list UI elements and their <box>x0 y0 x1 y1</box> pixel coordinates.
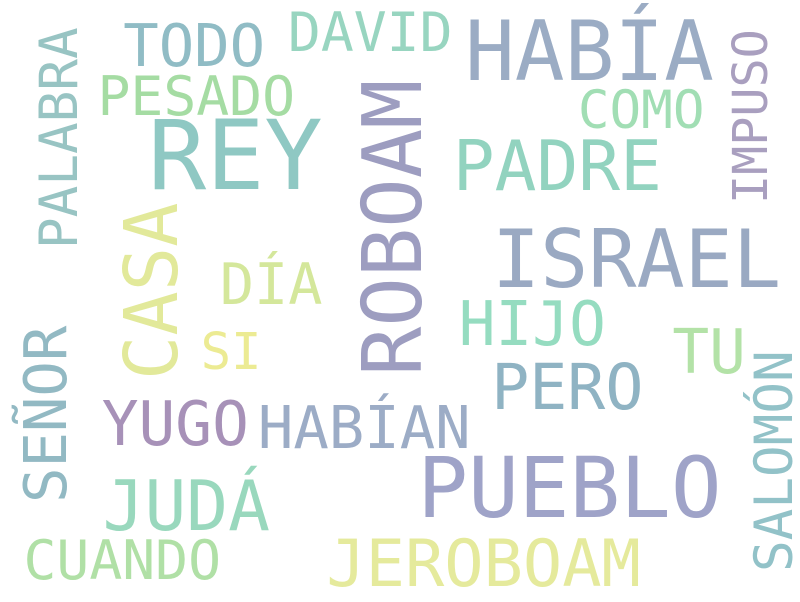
word-pueblo: PUEBLO <box>417 438 722 537</box>
word-salomon: SALOMÓN <box>743 349 800 572</box>
word-rey: REY <box>148 98 323 212</box>
word-tu: TU <box>672 317 746 389</box>
word-como: COMO <box>577 79 705 141</box>
word-hijo: HIJO <box>458 289 606 361</box>
word-habian: HABÍAN <box>257 392 471 462</box>
word-palabra: PALABRA <box>28 26 90 249</box>
word-jeroboam: JEROBOAM <box>326 526 641 602</box>
word-impuso: IMPUSO <box>722 29 779 205</box>
word-casa: CASA <box>110 202 196 381</box>
word-todo: TODO <box>123 10 266 80</box>
word-padre: PADRE <box>452 126 662 208</box>
word-cuando: CUANDO <box>23 527 222 592</box>
word-roboam: ROBOAM <box>345 79 441 376</box>
word-israel: ISRAEL <box>492 213 781 306</box>
word-dia: DÍA <box>219 251 323 318</box>
word-juda: JUDÁ <box>102 466 270 548</box>
word-yugo: YUGO <box>101 389 249 461</box>
word-pesado: PESADO <box>97 63 296 128</box>
word-habia: HABÍA <box>465 2 714 100</box>
word-david: DAVID <box>287 0 453 64</box>
word-senor: SEÑOR <box>10 326 80 504</box>
word-si: SI <box>200 321 262 381</box>
word-pero: PERO <box>491 350 644 425</box>
